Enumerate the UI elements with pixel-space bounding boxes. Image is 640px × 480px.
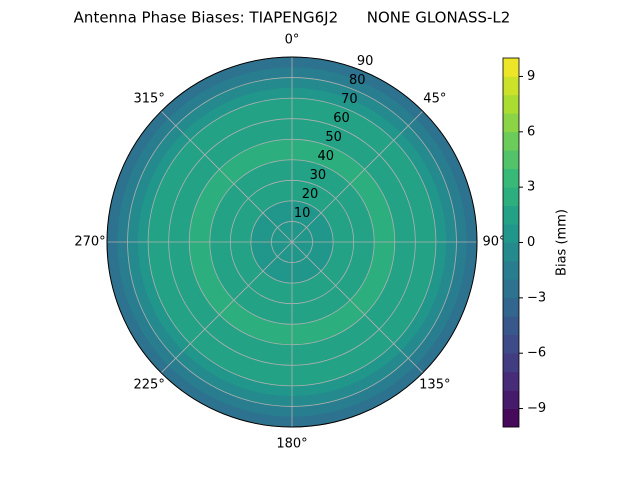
angle-tick-label: 90° [482, 235, 505, 250]
colorbar-tick-label: −3 [527, 290, 546, 305]
colorbar-band [503, 297, 519, 317]
grid-spoke [160, 241, 293, 374]
r-tick-label: 70 [341, 92, 358, 107]
colorbar-tick-label: 3 [527, 180, 535, 195]
colorbar-band [503, 260, 519, 280]
chart-title: Antenna Phase Biases: TIAPENG6J2 NONE GL… [74, 9, 511, 27]
colorbar-band [503, 187, 519, 206]
angle-tick-label: 45° [423, 92, 446, 107]
angle-tick-label: 315° [134, 92, 165, 107]
r-tick-label: 60 [333, 111, 350, 126]
r-tick-label: 10 [294, 206, 311, 221]
colorbar-band [503, 224, 519, 243]
colorbar-tick-label: −9 [527, 401, 546, 416]
colorbar-band [503, 353, 519, 372]
r-tick-label: 40 [317, 149, 334, 164]
colorbar-band [503, 94, 519, 114]
colorbar-band [503, 113, 519, 133]
r-tick-label: 20 [302, 187, 319, 202]
colorbar-band [503, 168, 519, 188]
colorbar-band [503, 316, 519, 336]
angle-tick-label: 135° [419, 377, 450, 392]
r-tick-label: 90 [357, 54, 374, 69]
angle-tick-label: 270° [74, 235, 105, 250]
grid-spoke [160, 110, 293, 243]
colorbar-label: Bias (mm) [555, 209, 570, 276]
colorbar-band [503, 58, 519, 77]
polar-frame [106, 56, 478, 428]
angle-tick-label: 180° [276, 437, 307, 452]
colorbar-band [503, 205, 519, 225]
colorbar-band [503, 334, 519, 354]
grid-spoke [291, 110, 424, 243]
colorbar-tick-label: 9 [527, 69, 535, 84]
colorbar-band [503, 371, 519, 391]
colorbar-band [503, 131, 519, 151]
colorbar-band [503, 390, 519, 409]
r-tick-label: 50 [325, 130, 342, 145]
colorbar-tick-label: 6 [527, 124, 535, 139]
angle-tick-label: 225° [134, 377, 165, 392]
colorbar-band [503, 76, 519, 96]
colorbar-tick-label: 0 [527, 235, 535, 250]
colorbar-tick-label: −6 [527, 346, 546, 361]
r-tick-label: 80 [349, 73, 366, 88]
colorbar-band [503, 279, 519, 299]
grid-spoke [291, 241, 424, 374]
colorbar-band [503, 408, 519, 428]
angle-tick-label: 0° [285, 33, 300, 48]
r-tick-label: 30 [310, 168, 327, 183]
colorbar-band [503, 242, 519, 262]
colorbar-band [503, 150, 519, 169]
